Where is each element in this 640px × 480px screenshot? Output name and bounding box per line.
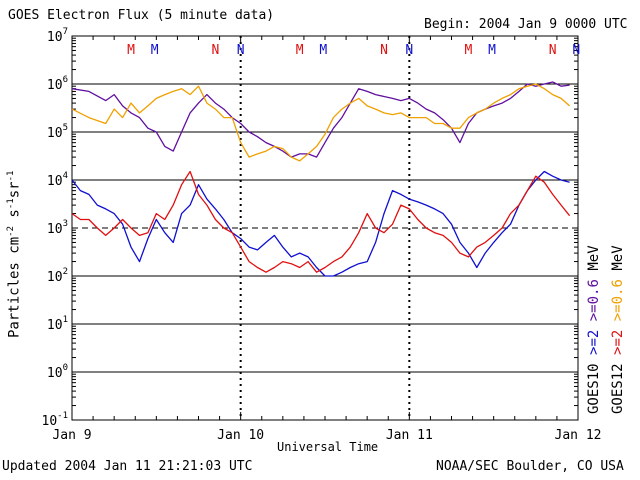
local-time-marker: N: [237, 43, 245, 58]
local-time-marker: N: [549, 43, 557, 58]
x-tick-label: Jan 11: [386, 428, 433, 443]
y-tick-label: 100: [47, 363, 68, 381]
x-tick-label: Jan 12: [555, 428, 602, 443]
x-axis-title: Universal Time: [277, 440, 379, 454]
y-tick-label: 106: [47, 75, 68, 93]
local-time-marker: N: [211, 43, 219, 58]
legend-goes12: GOES12 >=2 >=0.6 MeV: [610, 245, 626, 414]
legend-entry: >=0.6: [586, 279, 602, 322]
local-time-marker: M: [488, 43, 496, 58]
x-tick-label: Jan 10: [217, 428, 264, 443]
series-line: [71, 170, 570, 277]
legend-entry: >=2: [610, 329, 626, 355]
legend-entry: MeV: [586, 245, 602, 271]
local-time-marker: M: [464, 43, 472, 58]
y-tick-label: 103: [47, 219, 68, 237]
legend-entry: MeV: [610, 245, 626, 271]
begin-time-label: Begin: 2004 Jan 9 0000 UTC: [424, 17, 628, 32]
local-time-marker: M: [127, 43, 135, 58]
local-time-marker: M: [319, 43, 327, 58]
local-time-marker: N: [380, 43, 388, 58]
series-line: [71, 81, 570, 158]
legend-entry: >=0.6: [610, 279, 626, 322]
local-time-marker: N: [405, 43, 413, 58]
y-tick-label: 107: [47, 27, 68, 45]
local-time-marker: M: [296, 43, 304, 58]
updated-timestamp: Updated 2004 Jan 11 21:21:03 UTC: [2, 459, 253, 474]
y-tick-label: 10-1: [42, 411, 69, 429]
local-time-marker: M: [151, 43, 159, 58]
x-tick-label: Jan 9: [52, 428, 91, 443]
legend-goes10: GOES10 >=2 >=0.6 MeV: [586, 245, 602, 414]
satellite-label: GOES12: [610, 363, 626, 414]
y-tick-label: 102: [47, 267, 68, 285]
series-line: [71, 170, 571, 273]
y-tick-label: 104: [47, 171, 68, 189]
y-axis-title: Particles cm-2 s-1sr-1: [6, 170, 23, 338]
y-tick-label: 101: [47, 315, 68, 333]
satellite-label: GOES10: [586, 363, 602, 414]
series-line: [71, 83, 571, 162]
chart-title: GOES Electron Flux (5 minute data): [8, 8, 275, 23]
credit-label: NOAA/SEC Boulder, CO USA: [436, 459, 624, 474]
local-time-marker: N: [572, 43, 580, 58]
legend-entry: >=2: [586, 329, 602, 355]
y-tick-label: 105: [47, 123, 68, 141]
